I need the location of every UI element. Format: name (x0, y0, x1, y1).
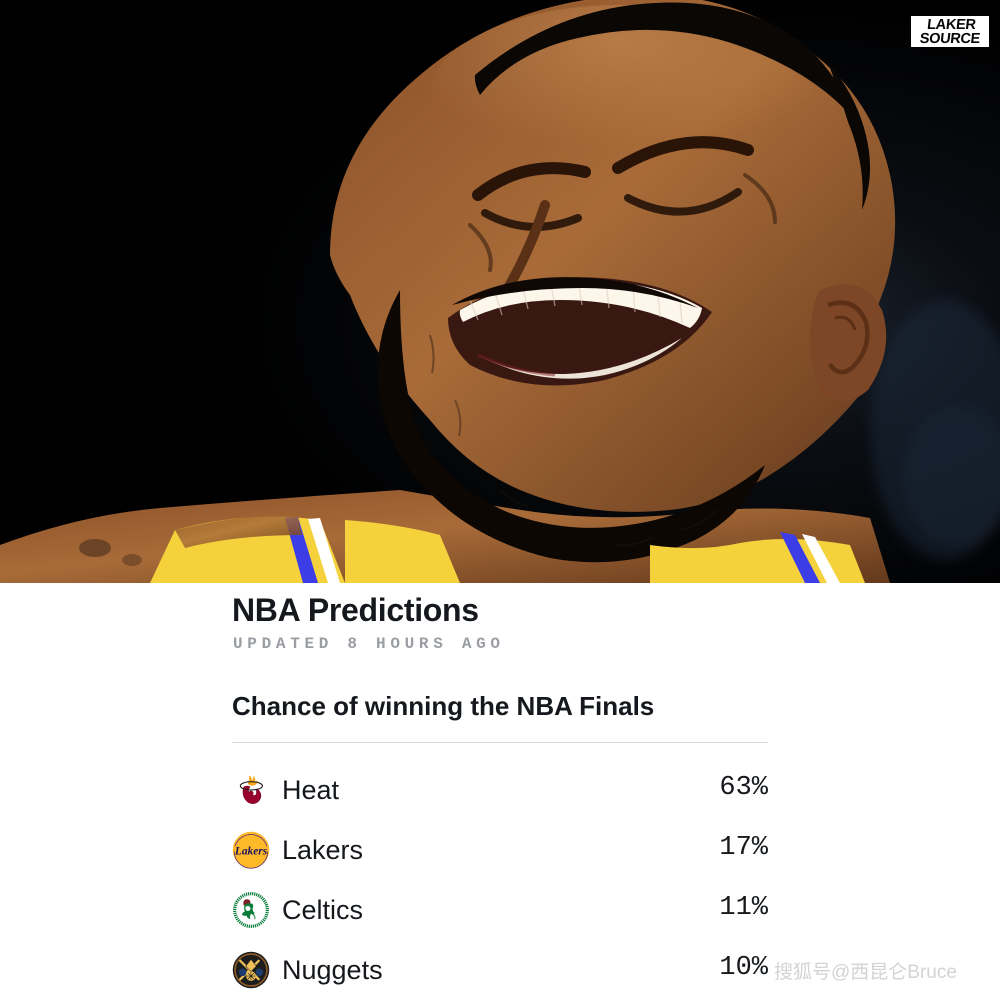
svg-text:SOURCE: SOURCE (919, 31, 981, 47)
svg-text:Lakers: Lakers (234, 846, 268, 858)
